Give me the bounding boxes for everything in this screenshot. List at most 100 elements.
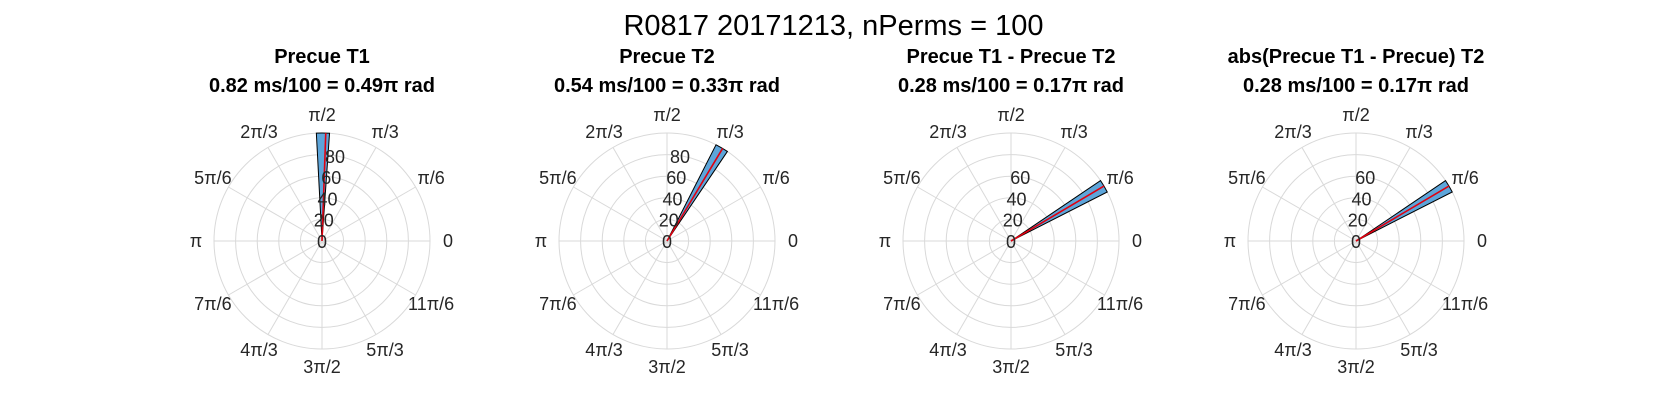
subplot-title: Precue T2: [619, 46, 715, 68]
angular-tick-label: 4π/3: [929, 340, 966, 360]
angular-tick-label: 0: [788, 231, 798, 251]
angular-tick-label: π/6: [762, 168, 789, 188]
radial-tick-label: 60: [1355, 168, 1375, 188]
subplot-title: Precue T1: [274, 46, 370, 68]
angular-tick-label: 5π/3: [711, 340, 748, 360]
angular-grid-spoke: [321, 147, 377, 242]
angular-tick-label: 0: [443, 231, 453, 251]
radial-tick-label: 40: [1351, 189, 1371, 209]
angular-tick-label: 11π/6: [753, 294, 799, 314]
angular-tick-label: 2π/3: [585, 122, 622, 142]
radial-tick-label: 40: [1006, 189, 1026, 209]
radial-tick-label: 40: [317, 189, 337, 209]
angular-grid-spoke: [1355, 147, 1411, 242]
angular-grid-spoke: [1301, 240, 1357, 335]
angular-tick-label: 4π/3: [1274, 340, 1311, 360]
angular-tick-label: 4π/3: [240, 340, 277, 360]
radial-tick-label: 60: [321, 168, 341, 188]
angular-tick-label: 11π/6: [408, 294, 454, 314]
angular-tick-label: π: [190, 231, 202, 251]
polar-subplot-3: Precue T1 - Precue T2 0.28 ms/100 = 0.17π…: [879, 46, 1143, 377]
angular-tick-label: 2π/3: [240, 122, 277, 142]
polar-subplot-4: abs(Precue T1 - Precue) T2 0.28 ms/100 = …: [1224, 46, 1488, 377]
subplot-subtitle: 0.28 ms/100 = 0.17π rad: [898, 75, 1124, 97]
polar-subplot-2: Precue T2 0.54 ms/100 = 0.33π rad 0 π/6 π/3 π…: [535, 46, 799, 377]
angular-grid-spoke: [228, 240, 323, 296]
angular-grid-spoke: [1262, 240, 1357, 296]
radial-tick-label: 80: [670, 147, 690, 167]
angular-tick-label: 5π/6: [883, 168, 920, 188]
angular-grid-spoke: [1262, 186, 1357, 242]
angular-tick-label: 3π/2: [648, 357, 685, 377]
angular-tick-label: 7π/6: [1228, 294, 1265, 314]
angular-tick-label: 2π/3: [929, 122, 966, 142]
radial-tick-label: 0: [1351, 232, 1361, 252]
radial-tick-label: 0: [317, 232, 327, 252]
mean-vector-line: [666, 148, 724, 242]
radial-tick-label: 0: [662, 232, 672, 252]
angular-tick-label: π/3: [371, 122, 398, 142]
angular-tick-label: 5π/3: [366, 340, 403, 360]
angular-grid-spoke: [321, 186, 416, 242]
angular-grid-spoke: [1010, 240, 1105, 296]
subplot-title: Precue T1 - Precue T2: [907, 46, 1116, 68]
angular-grid-spoke: [666, 240, 722, 335]
angular-tick-label: π: [1224, 231, 1236, 251]
angular-tick-label: π/6: [1106, 168, 1133, 188]
angular-grid-spoke: [612, 240, 668, 335]
radial-tick-label: 0: [1006, 232, 1016, 252]
angular-tick-label: 2π/3: [1274, 122, 1311, 142]
angular-tick-label: π/3: [716, 122, 743, 142]
subplot-title: abs(Precue T1 - Precue) T2: [1228, 46, 1485, 68]
angular-tick-label: π/2: [997, 105, 1024, 125]
angular-grid-spoke: [321, 240, 416, 296]
angular-tick-label: 5π/3: [1400, 340, 1437, 360]
mean-vector-line: [1355, 185, 1450, 242]
angular-grid-spoke: [666, 240, 761, 296]
angular-tick-label: 11π/6: [1097, 294, 1143, 314]
angular-grid-spoke: [917, 240, 1012, 296]
angular-grid-spoke: [1355, 240, 1411, 335]
angular-tick-label: π/3: [1405, 122, 1432, 142]
angular-tick-label: 3π/2: [992, 357, 1029, 377]
radial-tick-label: 80: [325, 147, 345, 167]
radial-tick-label: 20: [659, 211, 679, 231]
angular-grid-spoke: [666, 186, 761, 242]
angular-tick-label: π/2: [308, 105, 335, 125]
angular-grid-spoke: [956, 240, 1012, 335]
angular-grid-spoke: [612, 147, 668, 242]
angular-tick-label: 3π/2: [303, 357, 340, 377]
angular-tick-label: 7π/6: [194, 294, 231, 314]
angular-grid-spoke: [1355, 240, 1450, 296]
angular-tick-label: 4π/3: [585, 340, 622, 360]
angular-tick-label: π: [879, 231, 891, 251]
angular-grid-spoke: [917, 186, 1012, 242]
radial-tick-label: 60: [666, 168, 686, 188]
angular-tick-label: 7π/6: [539, 294, 576, 314]
angular-tick-label: 5π/6: [1228, 168, 1265, 188]
angular-tick-label: 5π/3: [1055, 340, 1092, 360]
angular-tick-label: 5π/6: [539, 168, 576, 188]
angular-tick-label: π: [535, 231, 547, 251]
mean-vector-line: [1010, 185, 1105, 242]
angular-grid-spoke: [956, 147, 1012, 242]
angular-grid-spoke: [267, 147, 323, 242]
subplot-subtitle: 0.28 ms/100 = 0.17π rad: [1243, 75, 1469, 97]
angular-grid-spoke: [228, 186, 323, 242]
angular-grid-spoke: [1010, 240, 1066, 335]
histogram-bar: [315, 132, 331, 242]
radial-tick-label: 40: [662, 189, 682, 209]
angular-grid-spoke: [573, 240, 668, 296]
subplot-subtitle: 0.82 ms/100 = 0.49π rad: [209, 75, 435, 97]
angular-tick-label: 0: [1477, 231, 1487, 251]
angular-grid-spoke: [1301, 147, 1357, 242]
angular-tick-label: 11π/6: [1442, 294, 1488, 314]
figure-suptitle: R0817 20171213, nPerms = 100: [623, 10, 1044, 42]
mean-vector-line: [321, 133, 327, 242]
angular-grid-spoke: [573, 186, 668, 242]
angular-tick-label: π/6: [1451, 168, 1478, 188]
angular-tick-label: π/2: [1342, 105, 1369, 125]
radial-tick-label: 20: [1348, 211, 1368, 231]
angular-tick-label: π/3: [1060, 122, 1087, 142]
